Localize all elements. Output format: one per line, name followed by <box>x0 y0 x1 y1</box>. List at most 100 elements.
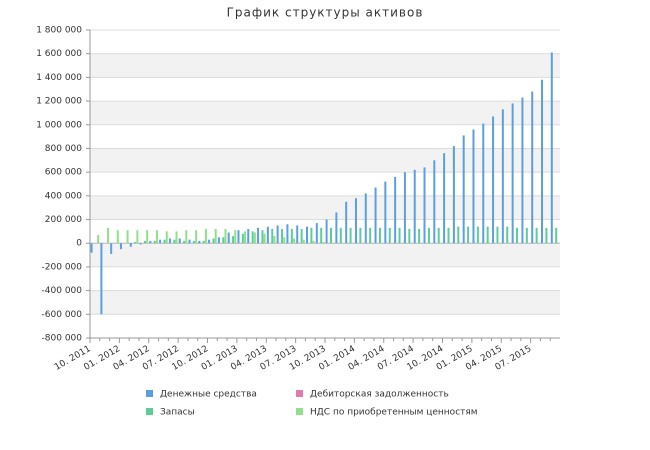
grid-band <box>90 53 560 78</box>
bar <box>345 201 348 244</box>
y-tick-label: -200 000 <box>42 262 83 272</box>
y-tick-label: 600 000 <box>45 168 82 178</box>
bar <box>531 91 534 244</box>
bar <box>293 238 296 244</box>
bar <box>281 229 284 244</box>
bar <box>106 227 109 244</box>
bar <box>139 243 142 245</box>
legend-swatch <box>296 390 303 397</box>
bar <box>290 229 293 244</box>
bar <box>185 230 188 244</box>
bar <box>433 160 436 244</box>
legend-label: Запасы <box>160 408 195 418</box>
bar <box>149 240 152 244</box>
legend-swatch <box>296 408 303 415</box>
y-tick-label: 800 000 <box>45 144 82 154</box>
bar <box>418 229 421 244</box>
bar <box>227 232 230 244</box>
bar <box>195 230 198 244</box>
bar <box>364 193 367 244</box>
bar <box>183 240 186 244</box>
bar <box>300 229 303 244</box>
bar <box>90 243 93 253</box>
bar <box>119 243 122 250</box>
bar <box>192 240 195 244</box>
bar <box>408 229 411 244</box>
bar <box>175 231 178 244</box>
y-tick-label: 400 000 <box>45 191 82 201</box>
bar <box>472 129 475 244</box>
bar <box>97 234 100 244</box>
bar <box>217 237 220 244</box>
bar <box>134 242 137 244</box>
bar <box>545 227 548 244</box>
bar <box>286 224 289 244</box>
bar <box>155 230 158 244</box>
bar <box>427 227 430 244</box>
bar <box>541 79 544 244</box>
bar <box>443 153 446 244</box>
bar <box>555 227 558 244</box>
chart-title: График структуры активов <box>227 6 424 20</box>
bar <box>168 238 171 244</box>
bar <box>283 237 286 244</box>
bar <box>335 212 338 244</box>
legend-swatch <box>146 408 153 415</box>
bar <box>525 227 528 244</box>
bar <box>302 239 305 244</box>
grid-band <box>90 290 560 315</box>
bar <box>384 181 387 244</box>
bar <box>403 172 406 244</box>
bar <box>173 239 176 244</box>
y-tick-label: -400 000 <box>42 286 83 296</box>
bar <box>208 239 211 244</box>
bar <box>110 243 113 254</box>
bar <box>437 227 440 244</box>
bar <box>501 109 504 244</box>
bar <box>271 229 274 244</box>
bar <box>100 243 103 315</box>
bar <box>467 226 470 244</box>
bar <box>398 227 401 244</box>
grid-band <box>90 101 560 125</box>
bar <box>329 227 332 244</box>
bar <box>247 229 250 244</box>
bar <box>253 232 256 244</box>
bar <box>261 230 264 244</box>
y-tick-label: 0 <box>76 239 82 249</box>
legend-label: Дебиторская задолженность <box>310 390 449 400</box>
bar <box>116 230 119 244</box>
bar <box>159 239 162 244</box>
bar <box>276 225 279 244</box>
bar <box>202 240 205 244</box>
bar <box>257 227 260 244</box>
bar <box>244 231 247 244</box>
grid-band <box>90 243 560 267</box>
bar <box>447 227 450 244</box>
bar <box>251 231 254 244</box>
y-tick-label: 1 000 000 <box>36 120 82 130</box>
y-tick-label: -600 000 <box>42 310 83 320</box>
bar <box>312 240 315 244</box>
bar <box>315 223 318 244</box>
bar <box>325 219 328 244</box>
bar <box>232 236 235 244</box>
bar <box>486 226 489 244</box>
bar <box>521 97 524 244</box>
bar <box>273 236 276 244</box>
bar <box>550 52 553 244</box>
bar <box>482 123 485 244</box>
bar <box>322 242 325 244</box>
bar <box>165 231 168 244</box>
bar <box>178 238 181 244</box>
legend-label: НДС по приобретенным ценностям <box>310 408 478 418</box>
bar <box>198 240 201 244</box>
grid-band <box>90 148 560 173</box>
bar <box>237 230 240 244</box>
bar <box>492 116 495 244</box>
bar <box>496 226 499 244</box>
bar <box>204 229 207 244</box>
bar <box>388 227 391 244</box>
y-tick-label: 1 800 000 <box>36 26 82 36</box>
